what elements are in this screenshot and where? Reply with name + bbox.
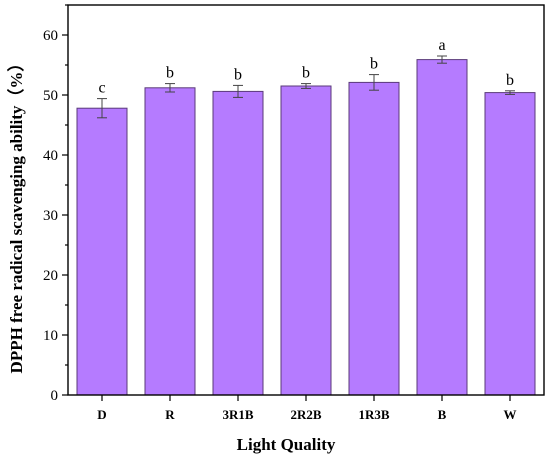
x-axis-title: Light Quality bbox=[237, 435, 336, 454]
x-tick-label: R bbox=[165, 407, 175, 422]
x-tick-label: B bbox=[438, 407, 447, 422]
bar bbox=[280, 85, 332, 396]
x-tick-label: D bbox=[97, 407, 106, 422]
significance-letter: c bbox=[98, 80, 105, 97]
x-tick-label: 2R2B bbox=[290, 407, 321, 422]
y-tick-label: 40 bbox=[43, 148, 58, 164]
bar bbox=[212, 90, 264, 396]
y-axis-title: DPPH free radical scavenging ability（%） bbox=[6, 55, 26, 374]
bar bbox=[484, 92, 536, 396]
significance-letter: a bbox=[438, 37, 445, 54]
significance-letter: b bbox=[166, 65, 174, 82]
y-tick-label: 0 bbox=[51, 388, 59, 404]
bar bbox=[144, 87, 196, 396]
significance-letter: b bbox=[302, 65, 310, 82]
bar bbox=[76, 107, 128, 396]
x-tick-label: W bbox=[504, 407, 517, 422]
y-tick-label: 60 bbox=[43, 28, 58, 44]
x-tick-label: 1R3B bbox=[358, 407, 389, 422]
y-tick-label: 10 bbox=[43, 328, 58, 344]
significance-letter: b bbox=[234, 66, 242, 83]
significance-letter: b bbox=[506, 72, 514, 89]
bar bbox=[416, 59, 468, 396]
significance-letter: b bbox=[370, 56, 378, 73]
y-tick-label: 20 bbox=[43, 268, 58, 284]
y-tick-label: 30 bbox=[43, 208, 58, 224]
bar bbox=[348, 81, 400, 396]
plot-area: c Db Rb 3R1B b 2R2B b 1R3B a Bb W 0 10 20 30 40 50 60 bbox=[43, 4, 545, 422]
x-tick-label: 3R1B bbox=[222, 407, 253, 422]
plot-frame bbox=[67, 4, 545, 396]
y-tick-label: 50 bbox=[43, 88, 58, 104]
